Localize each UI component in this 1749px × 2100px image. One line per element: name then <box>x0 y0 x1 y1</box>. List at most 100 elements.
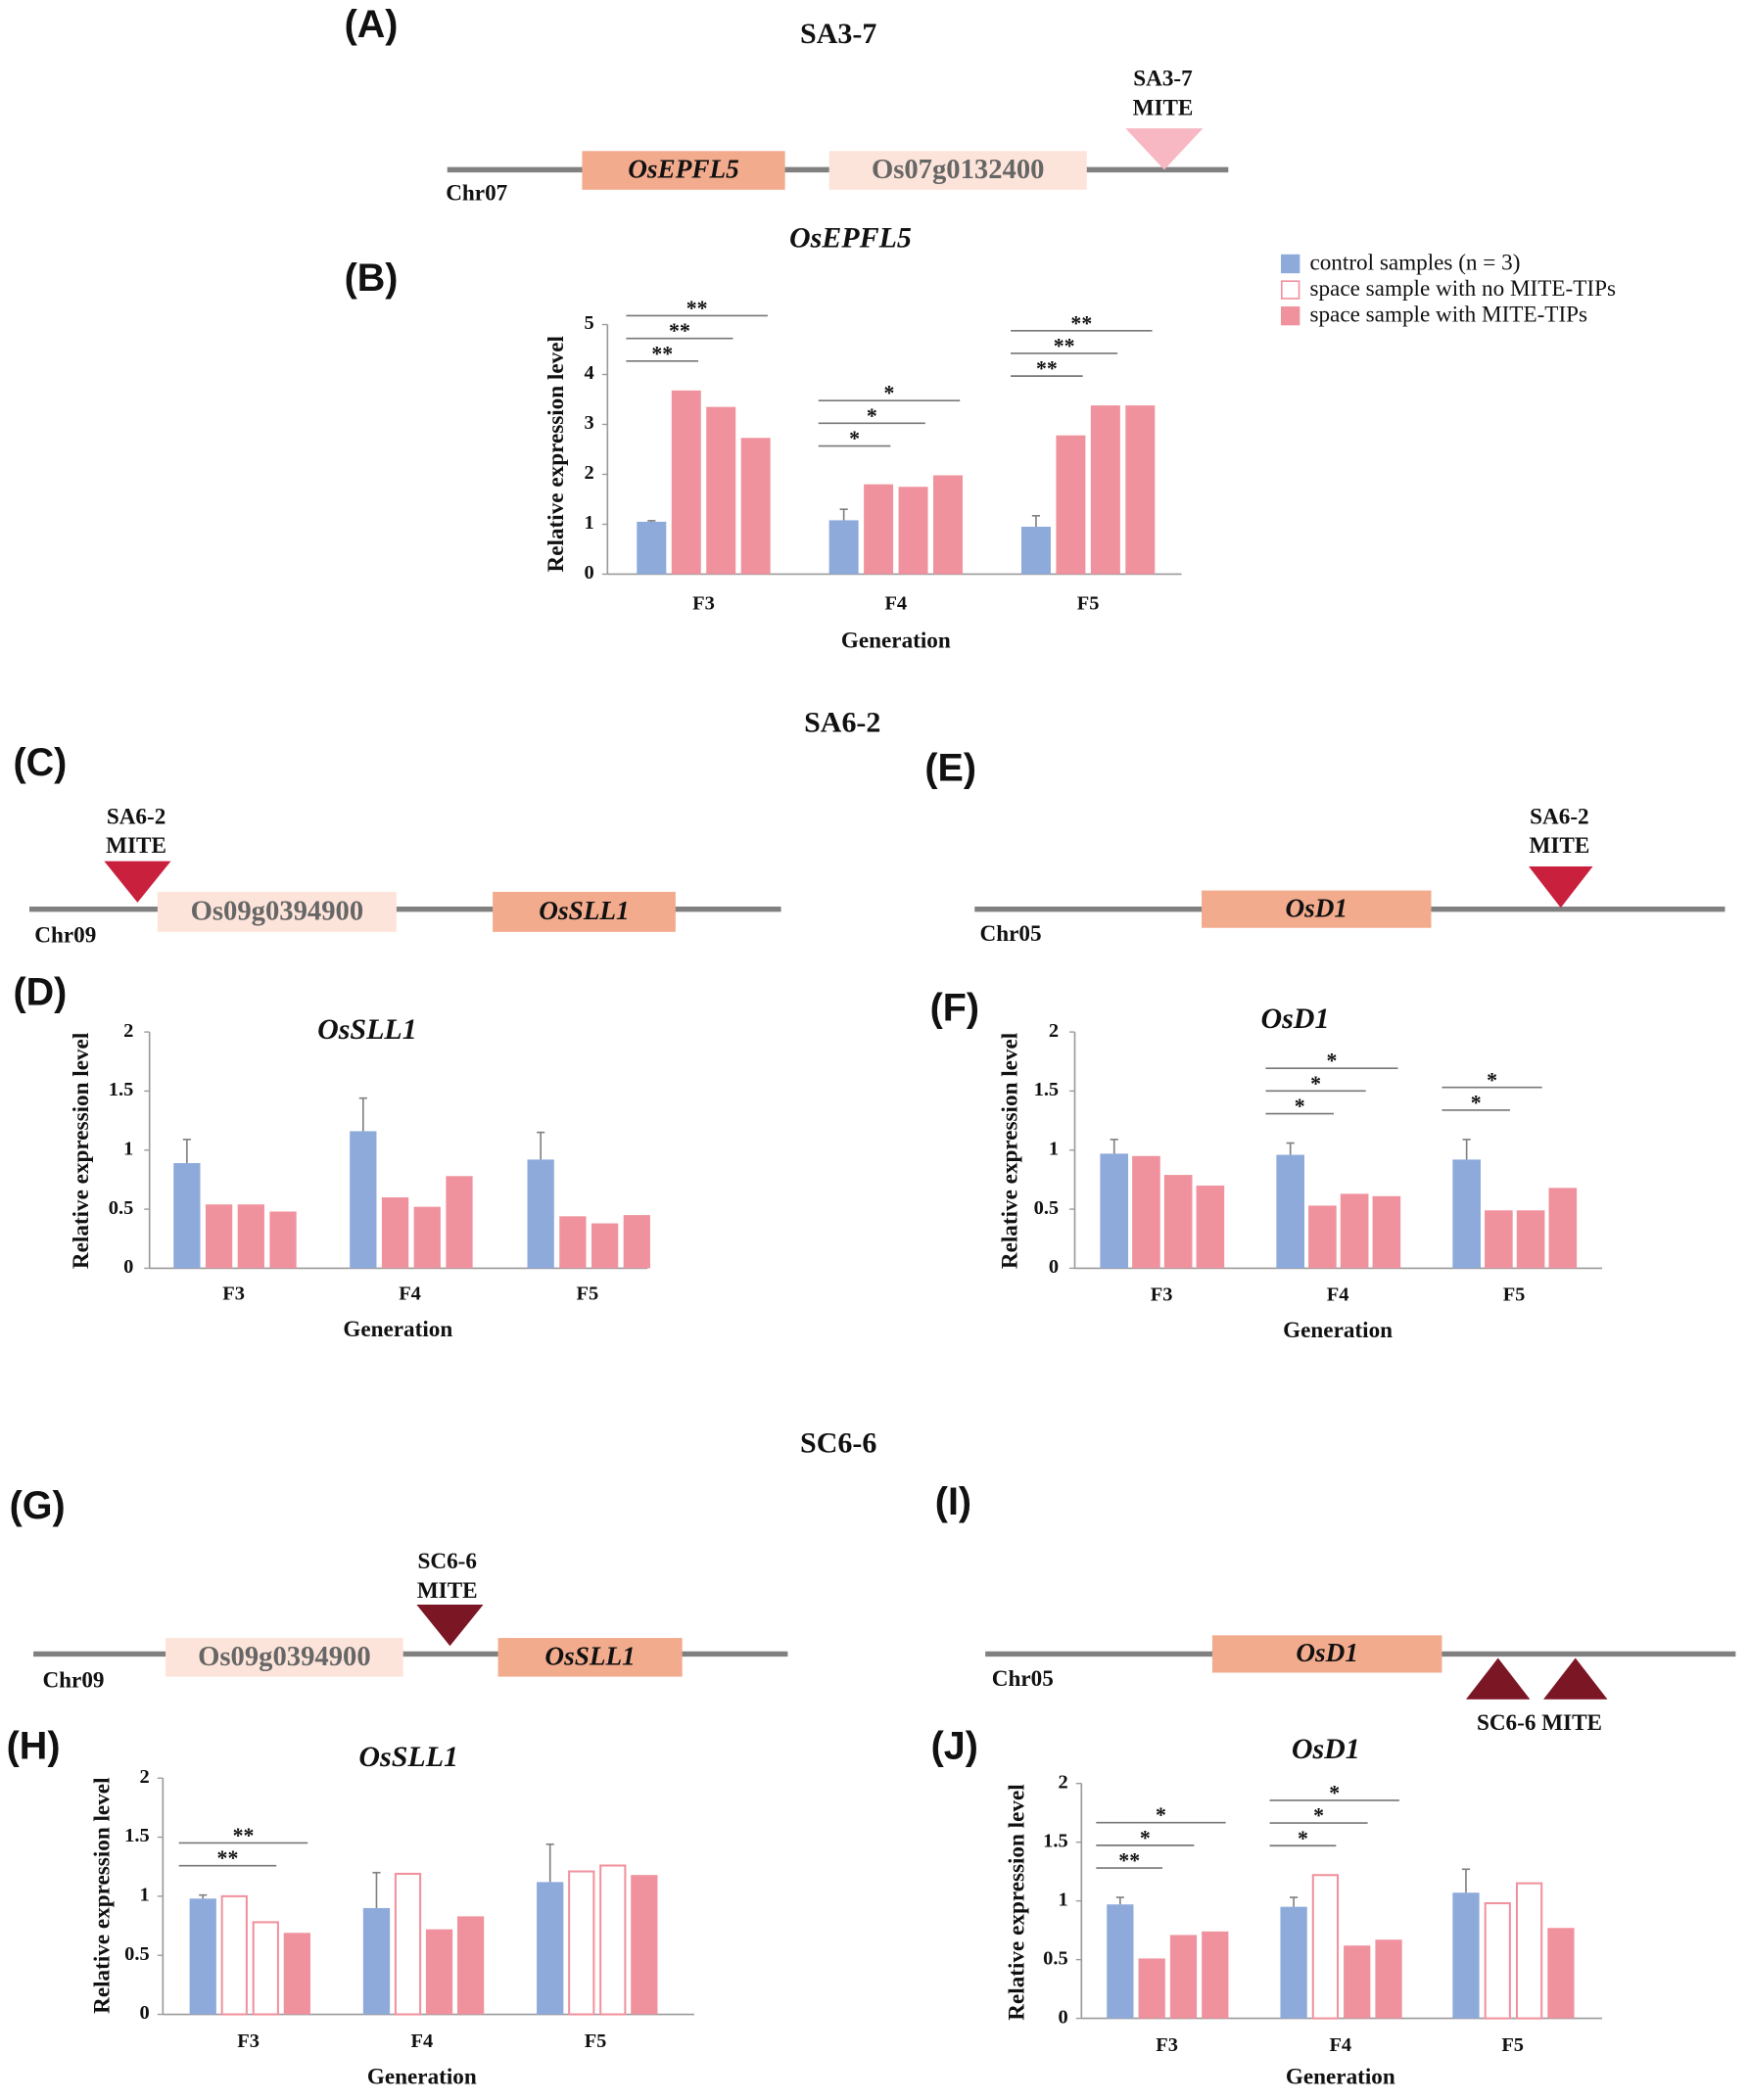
legend-swatch <box>1281 280 1300 300</box>
y-tick-label: 1 <box>1049 1138 1059 1159</box>
mite-label: MITE <box>417 1578 478 1604</box>
y-axis-label: Relative expression level <box>69 1032 94 1269</box>
bar <box>1372 1195 1401 1269</box>
mite-label: SA6-2 <box>107 804 165 829</box>
mite-label: SA3-7 <box>1133 66 1193 91</box>
bar <box>394 1872 422 2016</box>
gene-name: OsSLL1 <box>544 1641 635 1670</box>
bar <box>1100 1153 1129 1269</box>
bar <box>350 1131 377 1269</box>
x-axis-label: Generation <box>343 1317 452 1342</box>
bar <box>1308 1205 1337 1269</box>
y-axis-label: Relative expression level <box>544 336 569 573</box>
section-title: SA3-7 <box>800 18 876 50</box>
panel-label: (J) <box>931 1725 978 1768</box>
y-tick-label: 2 <box>584 462 593 484</box>
y-tick-label: 3 <box>584 412 593 434</box>
bar <box>269 1211 297 1269</box>
bar <box>456 1916 485 2015</box>
significance-label: ** <box>669 319 690 343</box>
y-tick-label: 0.5 <box>1034 1197 1060 1219</box>
x-tick-label: F4 <box>410 2030 433 2052</box>
x-tick-label: F4 <box>1329 2034 1351 2056</box>
bar <box>1163 1175 1193 1269</box>
chart-title: OsSLL1 <box>317 1013 417 1046</box>
x-tick-label: F3 <box>692 593 715 615</box>
significance-label: ** <box>1070 311 1092 335</box>
significance-label: ** <box>1118 1849 1140 1873</box>
significance-label: * <box>1140 1826 1151 1849</box>
bar <box>1485 1210 1513 1269</box>
x-tick-label: F5 <box>577 1283 599 1304</box>
significance-label: ** <box>1036 357 1058 381</box>
bar <box>623 1215 650 1269</box>
x-tick-label: F4 <box>884 593 907 615</box>
significance-label: * <box>1310 1072 1321 1096</box>
gene-box <box>1202 890 1432 928</box>
y-tick-label: 0.5 <box>1043 1947 1068 1969</box>
bar <box>1548 1188 1578 1269</box>
x-tick-label: F3 <box>237 2030 260 2052</box>
significance-label: ** <box>1054 334 1075 357</box>
bar <box>381 1197 409 1269</box>
mite-marker <box>1465 1657 1531 1700</box>
bar <box>1452 1159 1481 1269</box>
section-title: SA6-2 <box>804 706 880 738</box>
chromosome-label: Chr05 <box>992 1666 1054 1692</box>
y-tick-label: 0 <box>123 1256 133 1278</box>
significance-label: ** <box>686 297 708 320</box>
legend-label: control samples (n = 3) <box>1309 250 1520 275</box>
bar <box>413 1206 441 1269</box>
bar <box>527 1159 554 1269</box>
significance-label: * <box>1295 1095 1305 1118</box>
bar <box>828 520 859 575</box>
chromosome-label: Chr07 <box>446 181 507 207</box>
bar <box>1452 1892 1480 2019</box>
bar <box>631 1875 658 2015</box>
gene-box <box>165 1638 403 1677</box>
y-tick-label: 1.5 <box>124 1825 150 1846</box>
mite-marker <box>1529 866 1593 909</box>
y-tick-label: 5 <box>584 312 593 334</box>
bar <box>568 1870 595 2016</box>
significance-label: * <box>849 427 860 450</box>
y-tick-label: 0 <box>584 562 593 583</box>
bar <box>637 521 667 575</box>
bar <box>1125 405 1156 575</box>
significance-label: ** <box>217 1846 239 1870</box>
bar <box>932 475 963 575</box>
x-tick-label: F3 <box>1151 1284 1173 1306</box>
y-axis-label: Relative expression level <box>998 1032 1023 1269</box>
bar <box>1340 1193 1369 1269</box>
significance-label: * <box>1471 1091 1482 1114</box>
mite-marker <box>1125 128 1204 170</box>
bar <box>189 1898 216 2015</box>
x-axis-label: Generation <box>367 2064 477 2089</box>
gene-name: Os09g0394900 <box>191 895 364 926</box>
gene-name: OsD1 <box>1296 1638 1358 1667</box>
mite-label: MITE <box>1133 95 1194 120</box>
y-tick-label: 0 <box>1049 1256 1059 1278</box>
bar <box>537 1882 564 2015</box>
gene-name: Os07g0132400 <box>872 154 1045 185</box>
y-tick-label: 1 <box>584 512 593 534</box>
bar <box>220 1894 248 2016</box>
bar <box>446 1176 473 1269</box>
gene-box <box>1211 1635 1442 1673</box>
bar <box>898 487 928 575</box>
significance-label: * <box>867 404 877 428</box>
x-tick-label: F5 <box>585 2030 607 2052</box>
y-tick-label: 1 <box>1058 1889 1067 1910</box>
x-tick-label: F3 <box>1156 2034 1178 2056</box>
bar <box>591 1223 619 1269</box>
bar <box>1547 1928 1575 2019</box>
legend-label: space sample with no MITE-TIPs <box>1309 276 1616 302</box>
chromosome-label: Chr05 <box>980 921 1042 947</box>
bar <box>706 406 736 575</box>
panel-label: (C) <box>13 741 67 784</box>
y-tick-label: 1 <box>139 1885 149 1906</box>
x-axis-label: Generation <box>1286 2064 1395 2089</box>
y-axis-label: Relative expression level <box>90 1777 116 2014</box>
significance-label: * <box>1487 1068 1497 1092</box>
panel-label: (E) <box>924 746 976 789</box>
